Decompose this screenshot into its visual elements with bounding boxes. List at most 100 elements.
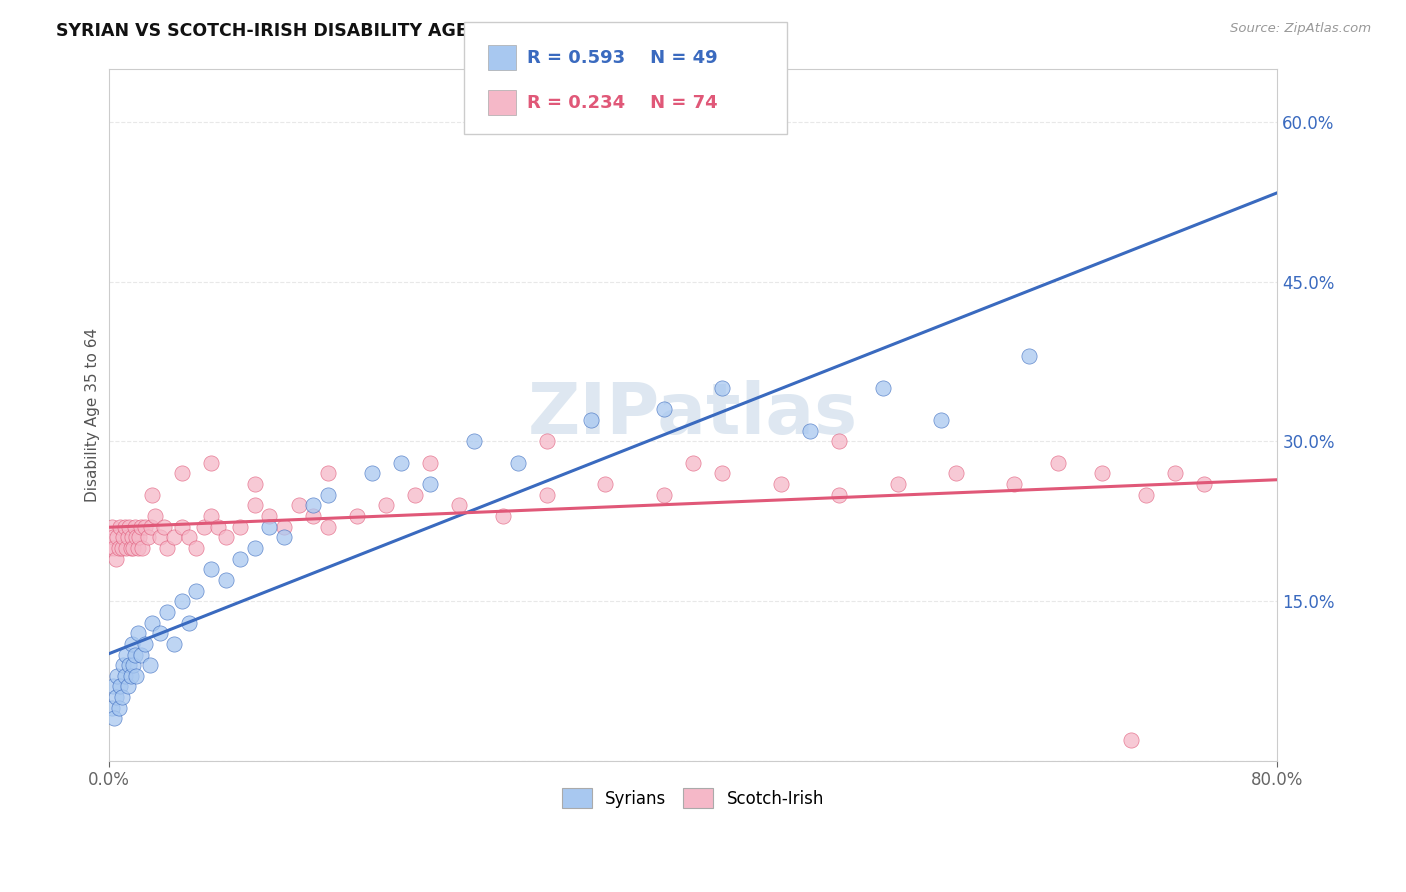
Point [1047, 456, 1070, 470]
Point [769, 477, 792, 491]
Point [141, 615, 163, 630]
Point [108, 701, 131, 715]
Point [103, 711, 125, 725]
Point [156, 541, 179, 555]
Point [114, 669, 136, 683]
Point [799, 424, 821, 438]
Point [100, 701, 122, 715]
Point [243, 477, 266, 491]
Point [682, 456, 704, 470]
Point [302, 499, 325, 513]
Point [103, 541, 125, 555]
Point [1002, 477, 1025, 491]
Point [186, 583, 208, 598]
Point [207, 519, 229, 533]
Point [124, 519, 146, 533]
Point [110, 680, 132, 694]
Point [229, 551, 252, 566]
Point [346, 508, 368, 523]
Point [124, 648, 146, 662]
Point [316, 488, 339, 502]
Point [200, 508, 222, 523]
Point [112, 658, 135, 673]
Point [463, 434, 485, 449]
Text: R = 0.234    N = 74: R = 0.234 N = 74 [527, 94, 718, 112]
Point [419, 477, 441, 491]
Point [302, 508, 325, 523]
Text: Source: ZipAtlas.com: Source: ZipAtlas.com [1230, 22, 1371, 36]
Point [105, 530, 128, 544]
Point [579, 413, 602, 427]
Point [177, 615, 200, 630]
Point [711, 467, 734, 481]
Point [101, 680, 124, 694]
Point [122, 541, 145, 555]
Point [112, 530, 135, 544]
Point [149, 530, 172, 544]
Point [100, 519, 122, 533]
Point [122, 658, 145, 673]
Point [120, 541, 142, 555]
Point [118, 658, 141, 673]
Point [118, 519, 141, 533]
Point [652, 488, 675, 502]
Point [931, 413, 953, 427]
Point [111, 541, 134, 555]
Point [193, 519, 215, 533]
Point [156, 605, 179, 619]
Point [115, 648, 138, 662]
Point [945, 467, 967, 481]
Point [1018, 349, 1040, 363]
Point [121, 530, 143, 544]
Text: R = 0.593    N = 49: R = 0.593 N = 49 [527, 49, 718, 67]
Point [149, 626, 172, 640]
Point [136, 530, 159, 544]
Point [1194, 477, 1216, 491]
Point [141, 488, 163, 502]
Point [492, 508, 515, 523]
Legend: Syrians, Scotch-Irish: Syrians, Scotch-Irish [555, 781, 831, 815]
Point [419, 456, 441, 470]
Point [153, 519, 176, 533]
Point [111, 690, 134, 705]
Point [138, 658, 160, 673]
Point [108, 541, 131, 555]
Point [170, 594, 193, 608]
Point [104, 551, 127, 566]
Point [595, 477, 617, 491]
Point [449, 499, 471, 513]
Point [170, 467, 193, 481]
Point [127, 626, 149, 640]
Point [229, 519, 252, 533]
Point [360, 467, 382, 481]
Point [536, 488, 558, 502]
Point [828, 434, 851, 449]
Point [177, 530, 200, 544]
Point [273, 519, 295, 533]
Point [131, 541, 153, 555]
Point [200, 456, 222, 470]
Text: SYRIAN VS SCOTCH-IRISH DISABILITY AGE 35 TO 64 CORRELATION CHART: SYRIAN VS SCOTCH-IRISH DISABILITY AGE 35… [56, 22, 776, 40]
Text: ZIPatlas: ZIPatlas [529, 380, 858, 450]
Point [259, 519, 281, 533]
Point [886, 477, 908, 491]
Point [117, 680, 139, 694]
Point [1164, 467, 1187, 481]
Point [134, 519, 156, 533]
Point [129, 519, 152, 533]
Point [120, 669, 142, 683]
Point [121, 637, 143, 651]
Point [101, 530, 124, 544]
Point [404, 488, 426, 502]
Point [1121, 732, 1143, 747]
Point [1135, 488, 1157, 502]
Point [114, 519, 136, 533]
Point [200, 562, 222, 576]
Point [259, 508, 281, 523]
Point [110, 519, 132, 533]
Point [652, 402, 675, 417]
Point [316, 467, 339, 481]
Point [170, 519, 193, 533]
Point [163, 530, 186, 544]
Point [129, 648, 152, 662]
